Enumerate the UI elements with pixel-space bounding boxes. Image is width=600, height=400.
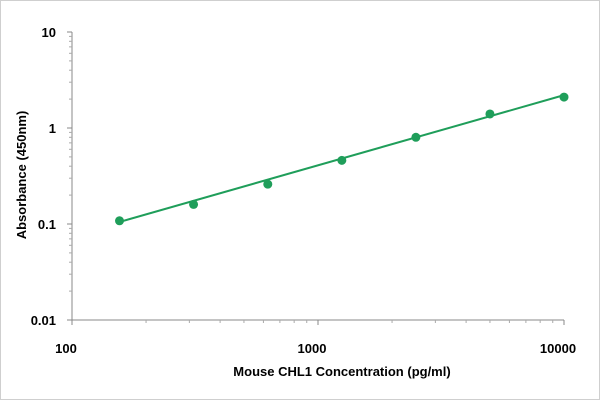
data-points [115,92,569,226]
data-point [115,216,125,226]
axes [71,32,564,321]
data-point [411,132,421,142]
data-point [189,199,199,209]
tick-marks [67,31,565,325]
data-point [263,179,273,189]
y-tick-labels: 0.01 0.1 1 10 [31,25,56,328]
y-tick-label: 10 [42,25,56,40]
x-tick-labels: 100 1000 10000 [55,341,576,356]
x-axis-title: Mouse CHL1 Concentration (pg/ml) [233,364,450,379]
y-axis-title: Absorbance (450nm) [14,111,29,240]
y-tick-label: 0.1 [38,217,56,232]
data-point [485,109,495,119]
x-tick-label: 100 [55,341,77,356]
y-tick-label: 0.01 [31,313,56,328]
data-point [559,92,569,102]
y-tick-label: 1 [49,121,56,136]
x-tick-label: 10000 [540,341,576,356]
x-tick-label: 1000 [298,341,327,356]
data-point [337,155,347,165]
